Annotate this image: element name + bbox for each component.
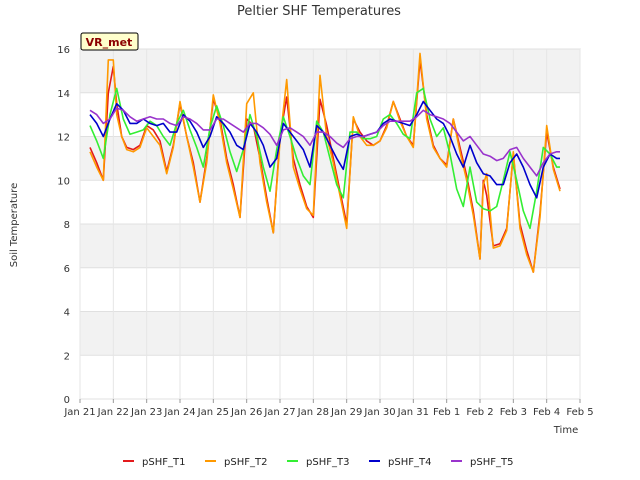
legend-label: pSHF_T2	[224, 457, 267, 468]
x-tick-label: Jan 26	[230, 407, 262, 418]
x-tick-label: Jan 25	[197, 407, 229, 418]
y-tick-label: 0	[64, 395, 70, 406]
series-line-pSHF_T2	[89, 52, 561, 273]
y-tick-label: 12	[57, 133, 70, 144]
x-tick-label: Feb 1	[433, 407, 460, 418]
plot-band	[80, 311, 580, 356]
y-axis-label: Soil Temperature	[9, 183, 20, 268]
y-tick-label: 6	[64, 264, 70, 275]
legend-label: pSHF_T4	[388, 457, 431, 468]
y-tick-label: 2	[64, 351, 70, 362]
x-axis-label: Time	[553, 425, 578, 436]
vr-met-badge: VR_met	[80, 32, 139, 51]
y-tick-label: 4	[64, 308, 70, 319]
series-lines	[89, 52, 561, 273]
x-tick-label: Jan 28	[297, 407, 329, 418]
y-tick-label: 10	[57, 176, 70, 187]
x-tick-label: Jan 24	[163, 407, 195, 418]
legend-label: pSHF_T1	[142, 457, 185, 468]
badge-label: VR_met	[86, 36, 133, 49]
plot-band	[80, 224, 580, 268]
series-line-pSHF_T5	[89, 107, 560, 177]
y-tick-label: 14	[57, 89, 70, 100]
x-tick-label: Jan 21	[63, 407, 95, 418]
legend-label: pSHF_T5	[470, 457, 513, 468]
x-axis-ticks: Jan 21 Jan 22 Jan 23 Jan 24 Jan 25 Jan 26 Jan …	[63, 399, 594, 418]
badge-box	[80, 32, 139, 51]
x-tick-label: Feb 4	[533, 407, 560, 418]
x-tick-label: Jan 27	[263, 407, 295, 418]
series-line-pSHF_T4	[89, 100, 560, 199]
x-tick-label: Feb 3	[500, 407, 527, 418]
x-tick-label: Jan 31	[397, 407, 429, 418]
y-tick-label: 16	[57, 45, 70, 56]
series-line-pSHF_T3	[89, 87, 560, 230]
x-tick-label: Jan 23	[130, 407, 162, 418]
x-tick-label: Feb 5	[566, 407, 593, 418]
y-tick-label: 8	[64, 220, 70, 231]
legend-label: pSHF_T3	[306, 457, 349, 468]
x-tick-label: Feb 2	[466, 407, 493, 418]
y-axis-ticks: 0 2 4 6 8 10 12 14 16	[57, 45, 70, 406]
plot-band	[80, 49, 580, 93]
legend: pSHF_T1 pSHF_T2 pSHF_T3 pSHF_T4 pSHF_T5	[123, 457, 513, 468]
x-tick-label: Jan 22	[97, 407, 129, 418]
chart-title: Peltier SHF Temperatures	[237, 4, 401, 19]
x-tick-label: Jan 29	[330, 407, 362, 418]
x-tick-label: Jan 30	[363, 407, 395, 418]
